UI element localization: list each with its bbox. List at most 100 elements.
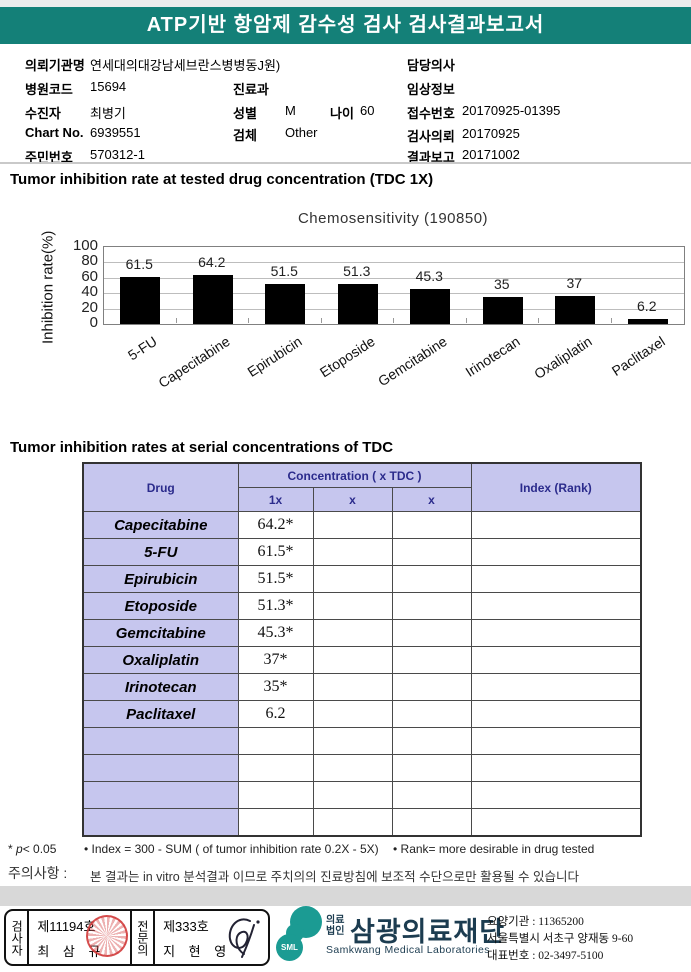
index-rank-cell xyxy=(470,808,642,837)
x-axis-tick xyxy=(538,318,539,323)
gridline xyxy=(104,262,684,264)
logo-blob-sml: SML xyxy=(276,934,303,961)
hospital-code-label: 병원코드 xyxy=(25,82,73,97)
chart-bar xyxy=(120,276,161,324)
y-tick-label: 100 xyxy=(72,237,98,254)
conc-x3-cell xyxy=(391,646,472,674)
table-row xyxy=(82,754,642,782)
index-rank-column-header: Index (Rank) xyxy=(470,462,642,512)
org-type-label: 의료 법인 xyxy=(326,915,344,937)
examiner-role-label: 검사자 xyxy=(9,919,24,956)
conc-1x-cell: 37* xyxy=(237,646,314,674)
x-axis-tick xyxy=(393,318,394,323)
index-rank-cell xyxy=(470,727,642,755)
drug-column-header: Drug xyxy=(82,462,239,512)
care-org-number: 요양기관 : 11365200 xyxy=(487,916,584,928)
subheader-x3: x xyxy=(391,487,472,512)
conc-x3-cell xyxy=(391,700,472,728)
conc-1x-cell: 51.5* xyxy=(237,565,314,593)
conc-1x-cell xyxy=(237,808,314,837)
conc-1x-cell xyxy=(237,727,314,755)
dept-label: 진료과 xyxy=(233,82,269,97)
age-label: 나이 xyxy=(330,106,354,121)
x-axis-tick xyxy=(465,318,467,323)
y-tick-label: 80 xyxy=(81,252,98,270)
conc-x3-cell xyxy=(391,781,472,809)
address: 서울특별시 서초구 양재동 9-60 xyxy=(487,933,634,945)
organization-name: 삼광의료재단 xyxy=(350,917,506,947)
table-row xyxy=(82,781,642,809)
chart-bar xyxy=(627,319,668,324)
bar-value-label: 51.3 xyxy=(343,263,371,280)
conc-x2-cell xyxy=(312,727,393,755)
conc-x2-cell xyxy=(312,673,393,701)
examiner-stamp-icon xyxy=(85,915,128,957)
index-rank-cell xyxy=(470,592,642,620)
specialist-signature-icon xyxy=(228,918,260,958)
significance-note: * p< 0.05 xyxy=(8,842,57,856)
index-rank-cell xyxy=(470,673,642,701)
drug-name-cell: Epirubicin xyxy=(82,565,239,593)
conc-x2-cell xyxy=(312,808,393,837)
drug-name-cell xyxy=(82,808,239,837)
age-value: 60 xyxy=(360,103,375,118)
examiner-cert-cell: 제11194호 최 삼 규 xyxy=(29,911,132,964)
bar-value-label: 45.3 xyxy=(415,268,443,285)
conc-x2-cell xyxy=(312,646,393,674)
patient-name: 최병기 xyxy=(90,106,126,121)
index-rank-cell xyxy=(470,700,642,728)
x-axis-tick xyxy=(320,318,322,323)
x-axis-tick xyxy=(248,318,249,323)
drug-name-cell xyxy=(82,781,239,809)
x-axis-tick xyxy=(610,318,612,323)
resident-no-value: 570312-1 xyxy=(90,147,145,162)
table-row: 5-FU 61.5* xyxy=(82,538,642,566)
table-row: Etoposide 51.3* xyxy=(82,592,642,620)
clinical-label: 임상정보 xyxy=(407,82,455,97)
bar-value-label: 64.2 xyxy=(198,253,226,270)
drug-name-cell: Paclitaxel xyxy=(82,700,239,728)
report-label: 결과보고 xyxy=(407,150,455,165)
examiner-name: 최 삼 규 xyxy=(37,944,106,959)
concentration-column-header: Concentration ( x TDC ) xyxy=(237,462,472,488)
conc-x3-cell xyxy=(391,592,472,620)
bar-value-label: 6.2 xyxy=(637,298,657,315)
conc-1x-cell: 64.2* xyxy=(237,511,314,539)
specialist-role-label: 전문의 xyxy=(135,919,150,956)
resident-no-label: 주민번호 xyxy=(25,150,73,165)
drug-name-cell: Irinotecan xyxy=(82,673,239,701)
sex-label: 성별 xyxy=(233,106,257,121)
sml-logo-icon: SML xyxy=(276,906,324,966)
footer-divider-band xyxy=(0,886,691,906)
table-row xyxy=(82,727,642,755)
table-header-row-1: Drug Concentration ( x TDC ) Index (Rank… xyxy=(82,462,642,512)
gridline xyxy=(104,277,684,279)
signature-box: 검사자 제11194호 최 삼 규 전문의 제333호 지 현 영 xyxy=(4,909,270,966)
chart-no-label: Chart No. xyxy=(25,125,84,140)
conc-1x-cell: 35* xyxy=(237,673,314,701)
patient-label: 수진자 xyxy=(25,106,61,121)
conc-x2-cell xyxy=(312,538,393,566)
section1-title: Tumor inhibition rate at tested drug con… xyxy=(10,171,434,188)
table-row: Irinotecan 35* xyxy=(82,673,642,701)
org-label: 의뢰기관명 xyxy=(25,58,85,73)
org-type-line1: 의료 xyxy=(326,915,345,926)
conc-x2-cell xyxy=(312,754,393,782)
conc-x3-cell xyxy=(391,808,472,837)
conc-x2-cell xyxy=(312,565,393,593)
conc-1x-cell: 61.5* xyxy=(237,538,314,566)
y-tick-label: 0 xyxy=(89,314,98,331)
conc-x3-cell xyxy=(391,619,472,647)
conc-1x-cell: 6.2 xyxy=(237,700,314,728)
table-row: Paclitaxel 6.2 xyxy=(82,700,642,728)
bar-value-label: 61.5 xyxy=(125,255,153,272)
rank-note: • Rank= more desirable in drug tested xyxy=(393,842,595,856)
table-row: Oxaliplatin 37* xyxy=(82,646,642,674)
conc-x2-cell xyxy=(312,619,393,647)
y-tick-label: 60 xyxy=(81,267,98,285)
chart-bar xyxy=(410,289,451,324)
page-top-band xyxy=(0,0,691,7)
footer-contact-info: 요양기관 : 11365200 서울특별시 서초구 양재동 9-60 대표번호 … xyxy=(487,914,633,965)
conc-1x-cell: 51.3* xyxy=(237,592,314,620)
section-divider xyxy=(0,162,691,164)
